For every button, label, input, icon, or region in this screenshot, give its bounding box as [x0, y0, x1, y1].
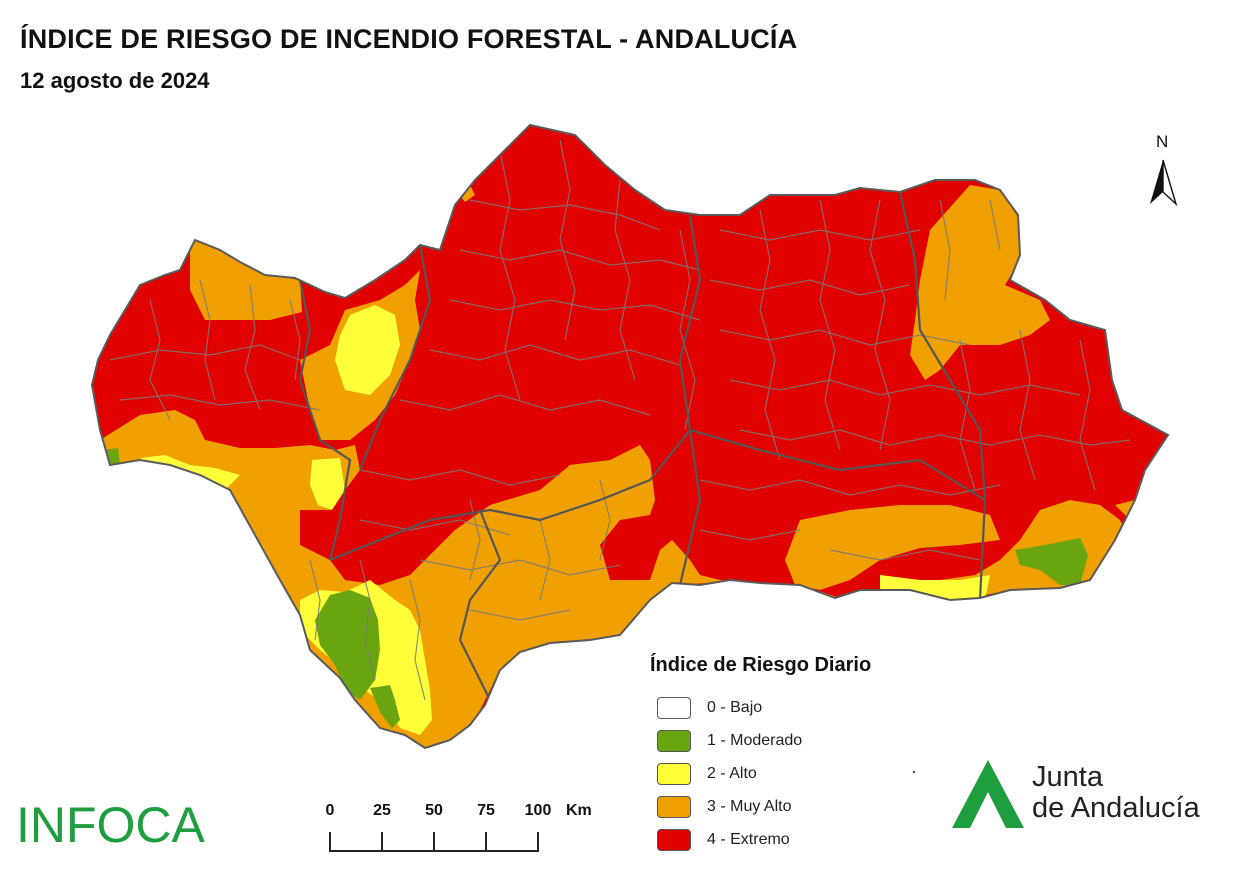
legend-label: 2 - Alto — [707, 764, 757, 782]
scale-tick-label: 25 — [373, 802, 391, 819]
map-title: ÍNDICE DE RIESGO DE INCENDIO FORESTAL - … — [20, 24, 798, 54]
scale-tick-label: 100 — [524, 802, 552, 819]
north-arrow-icon — [1150, 159, 1178, 207]
legend-label: 0 - Bajo — [707, 698, 763, 716]
scale-tick — [537, 832, 539, 852]
legend-swatch — [657, 828, 691, 851]
junta-logo-text: Junta de Andalucía — [1032, 762, 1200, 824]
scale-tick — [433, 832, 435, 852]
junta-line2: de Andalucía — [1032, 792, 1200, 824]
infoca-logo: INFOCA — [16, 797, 205, 853]
legend-label: 3 - Muy Alto — [707, 797, 792, 815]
legend-item-extremo: 4 - Extremo — [650, 823, 871, 856]
map-date: 12 agosto de 2024 — [20, 68, 210, 93]
scale-tick-label: 75 — [477, 802, 495, 819]
legend-item-bajo: 0 - Bajo — [650, 691, 871, 724]
junta-logo-icon — [952, 760, 1024, 828]
north-label: N — [1156, 132, 1169, 151]
legend-item-moderado: 1 - Moderado — [650, 724, 871, 757]
legend-swatch — [657, 795, 691, 818]
scale-tick — [485, 832, 487, 852]
legend-title: Índice de Riesgo Diario — [650, 654, 872, 676]
north-arrow: N — [1146, 132, 1180, 212]
scale-tick — [329, 832, 331, 852]
scale-unit: Km — [566, 802, 592, 819]
scale-bar: 0 25 50 75 100 Km — [318, 802, 608, 858]
scale-tick — [381, 832, 383, 852]
legend-swatch — [657, 696, 691, 719]
junta-line1: Junta — [1032, 761, 1103, 793]
scale-tick-label: 0 — [325, 802, 335, 819]
scale-tick-label: 50 — [425, 802, 443, 819]
legend: Índice de Riesgo Diario 0 - Bajo 1 - Mod… — [650, 654, 871, 856]
legend-item-alto: 2 - Alto — [650, 757, 871, 790]
legend-label: 4 - Extremo — [707, 830, 790, 848]
legend-label: 1 - Moderado — [707, 731, 803, 749]
legend-item-muy-alto: 3 - Muy Alto — [650, 790, 871, 823]
junta-andalucia-logo: Junta de Andalucía — [950, 758, 1220, 832]
legend-swatch — [657, 729, 691, 752]
legend-swatch — [657, 762, 691, 785]
